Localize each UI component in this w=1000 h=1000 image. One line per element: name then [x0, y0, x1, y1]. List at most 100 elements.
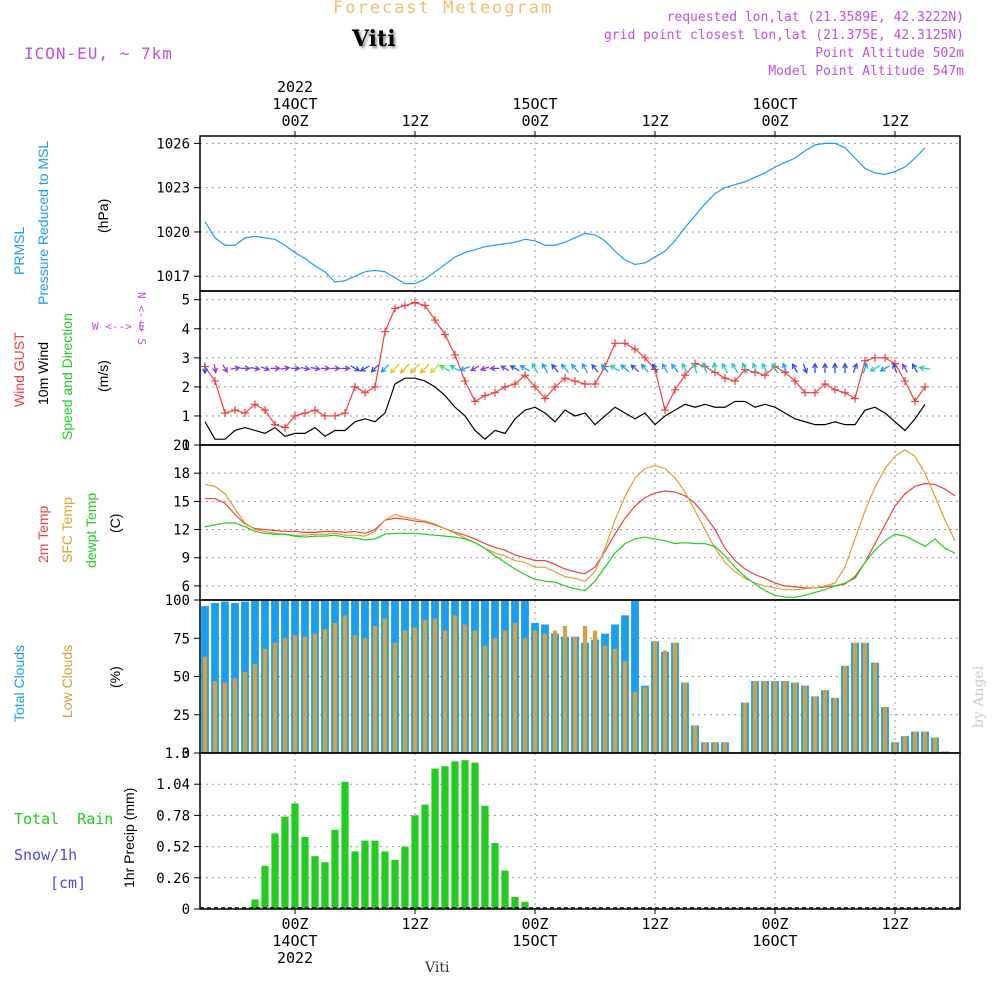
rain-bars [200, 760, 960, 909]
gust-line-point [821, 379, 829, 388]
low-cloud-bar [832, 697, 838, 753]
wind-arrow [651, 363, 658, 373]
bottom-axis-label: 16OCT [752, 932, 797, 950]
gust-line-point [381, 327, 389, 336]
wind-arrow [781, 362, 788, 374]
low-cloud-bar [582, 626, 588, 753]
y-tick-label: 21 [173, 438, 190, 454]
gust-line-point [851, 394, 859, 403]
gust-line-point [891, 359, 899, 368]
gust-line-point [361, 388, 369, 397]
rain-bar [281, 816, 289, 909]
low-cloud-bar [692, 725, 698, 753]
compass-we: W <--> E [92, 320, 145, 333]
rain-bar [421, 804, 429, 909]
low-cloud-bar [432, 618, 438, 753]
low-cloud-bar [752, 681, 758, 753]
model-altitude: Model Point Altitude 547m [768, 64, 964, 79]
low-cloud-bar [712, 742, 718, 753]
wind-arrow [449, 365, 460, 372]
y-tick-label: 1020 [156, 225, 190, 241]
gust-line-point [561, 374, 569, 383]
low-cloud-bar [342, 615, 348, 753]
low-cloud-bar [442, 630, 448, 753]
wind-arrow [399, 363, 410, 374]
gust-line-point [811, 388, 819, 397]
y-tick-labels: 1017102010231026012345691215182102550751… [156, 136, 200, 918]
low-cloud-bar [522, 638, 528, 753]
gust-line-point [591, 379, 599, 388]
top-axis-label: 12Z [401, 112, 428, 130]
low-cloud-bar [672, 642, 678, 753]
low-cloud-bar [592, 630, 598, 753]
gust-line-point [621, 339, 629, 348]
gust-line-point [661, 406, 669, 415]
low-cloud-bar [532, 630, 538, 753]
wind-arrow [802, 363, 809, 375]
pressure-label-2: Pressure Reduced to MSL [35, 141, 51, 305]
grid-lines [200, 136, 960, 910]
wind-arrow [370, 364, 379, 373]
low-cloud-bar [482, 645, 488, 753]
rain-bar [301, 837, 309, 909]
wind-arrow [500, 365, 510, 372]
gust-line-point [541, 394, 549, 403]
y-tick-label: 100 [165, 593, 190, 609]
rain-bar [491, 843, 499, 909]
total-cloud-bar [631, 600, 639, 753]
rain-bar [461, 760, 469, 909]
wind-arrow [438, 364, 451, 372]
wind-arrow [640, 363, 649, 373]
wind-arrow [250, 365, 261, 372]
low-cloud-bar [622, 661, 628, 753]
low-cloud-bar [772, 681, 778, 753]
y-tick-label: 0 [182, 902, 190, 918]
rain-bar [431, 768, 439, 909]
low-cloud-bar [652, 641, 658, 753]
y-tick-label: 9 [182, 551, 190, 567]
gust-line-point [521, 371, 529, 380]
low-cloud-bar [922, 731, 928, 753]
wind-arrow [551, 363, 559, 373]
low-cloud-bar [702, 742, 708, 753]
low-cloud-bar [722, 742, 728, 753]
wind-arrow [222, 364, 228, 374]
gust-line-point [271, 420, 279, 429]
bottom-axis-label: 12Z [401, 915, 428, 933]
wind-arrow [570, 363, 579, 373]
gust-line-point [731, 377, 739, 386]
precip-labels: Total Rain Snow/1h [cm] 1hr Precip (mm) [14, 788, 137, 892]
gust-line-point [351, 382, 359, 391]
low-cloud-bar [232, 678, 238, 753]
low-cloud-bar [312, 633, 318, 753]
y-tick-label: 0.26 [156, 871, 190, 887]
low-cloud-bar [642, 687, 648, 753]
wind-arrow [832, 362, 838, 374]
gust-line-point [211, 377, 219, 386]
wind-arrow [429, 363, 440, 374]
bottom-axis-label: 00Z [281, 915, 308, 933]
cloud-bars [201, 600, 949, 753]
wind-arrow [609, 365, 620, 372]
top-axis-label: 00Z [521, 112, 548, 130]
y-tick-label: 12 [173, 523, 190, 539]
low-cloud-bar [412, 627, 418, 753]
rain-bar [361, 840, 369, 909]
wind-arrow [519, 365, 530, 372]
gust-line-point [371, 382, 379, 391]
rain-bar [311, 856, 319, 909]
y-tick-label: 1.04 [156, 777, 190, 793]
y-tick-label: 1 [182, 409, 190, 425]
wind-arrow [270, 365, 281, 372]
gust-line-point [831, 385, 839, 394]
wind-arrow [531, 362, 539, 374]
low-cloud-bar [792, 682, 798, 753]
y-tick-label: 75 [173, 631, 190, 647]
wind-arrow [751, 362, 758, 374]
rain-bar [481, 805, 489, 909]
low-cloud-bar [282, 638, 288, 753]
gust-line-point [631, 345, 639, 354]
rain-bar [351, 851, 359, 909]
